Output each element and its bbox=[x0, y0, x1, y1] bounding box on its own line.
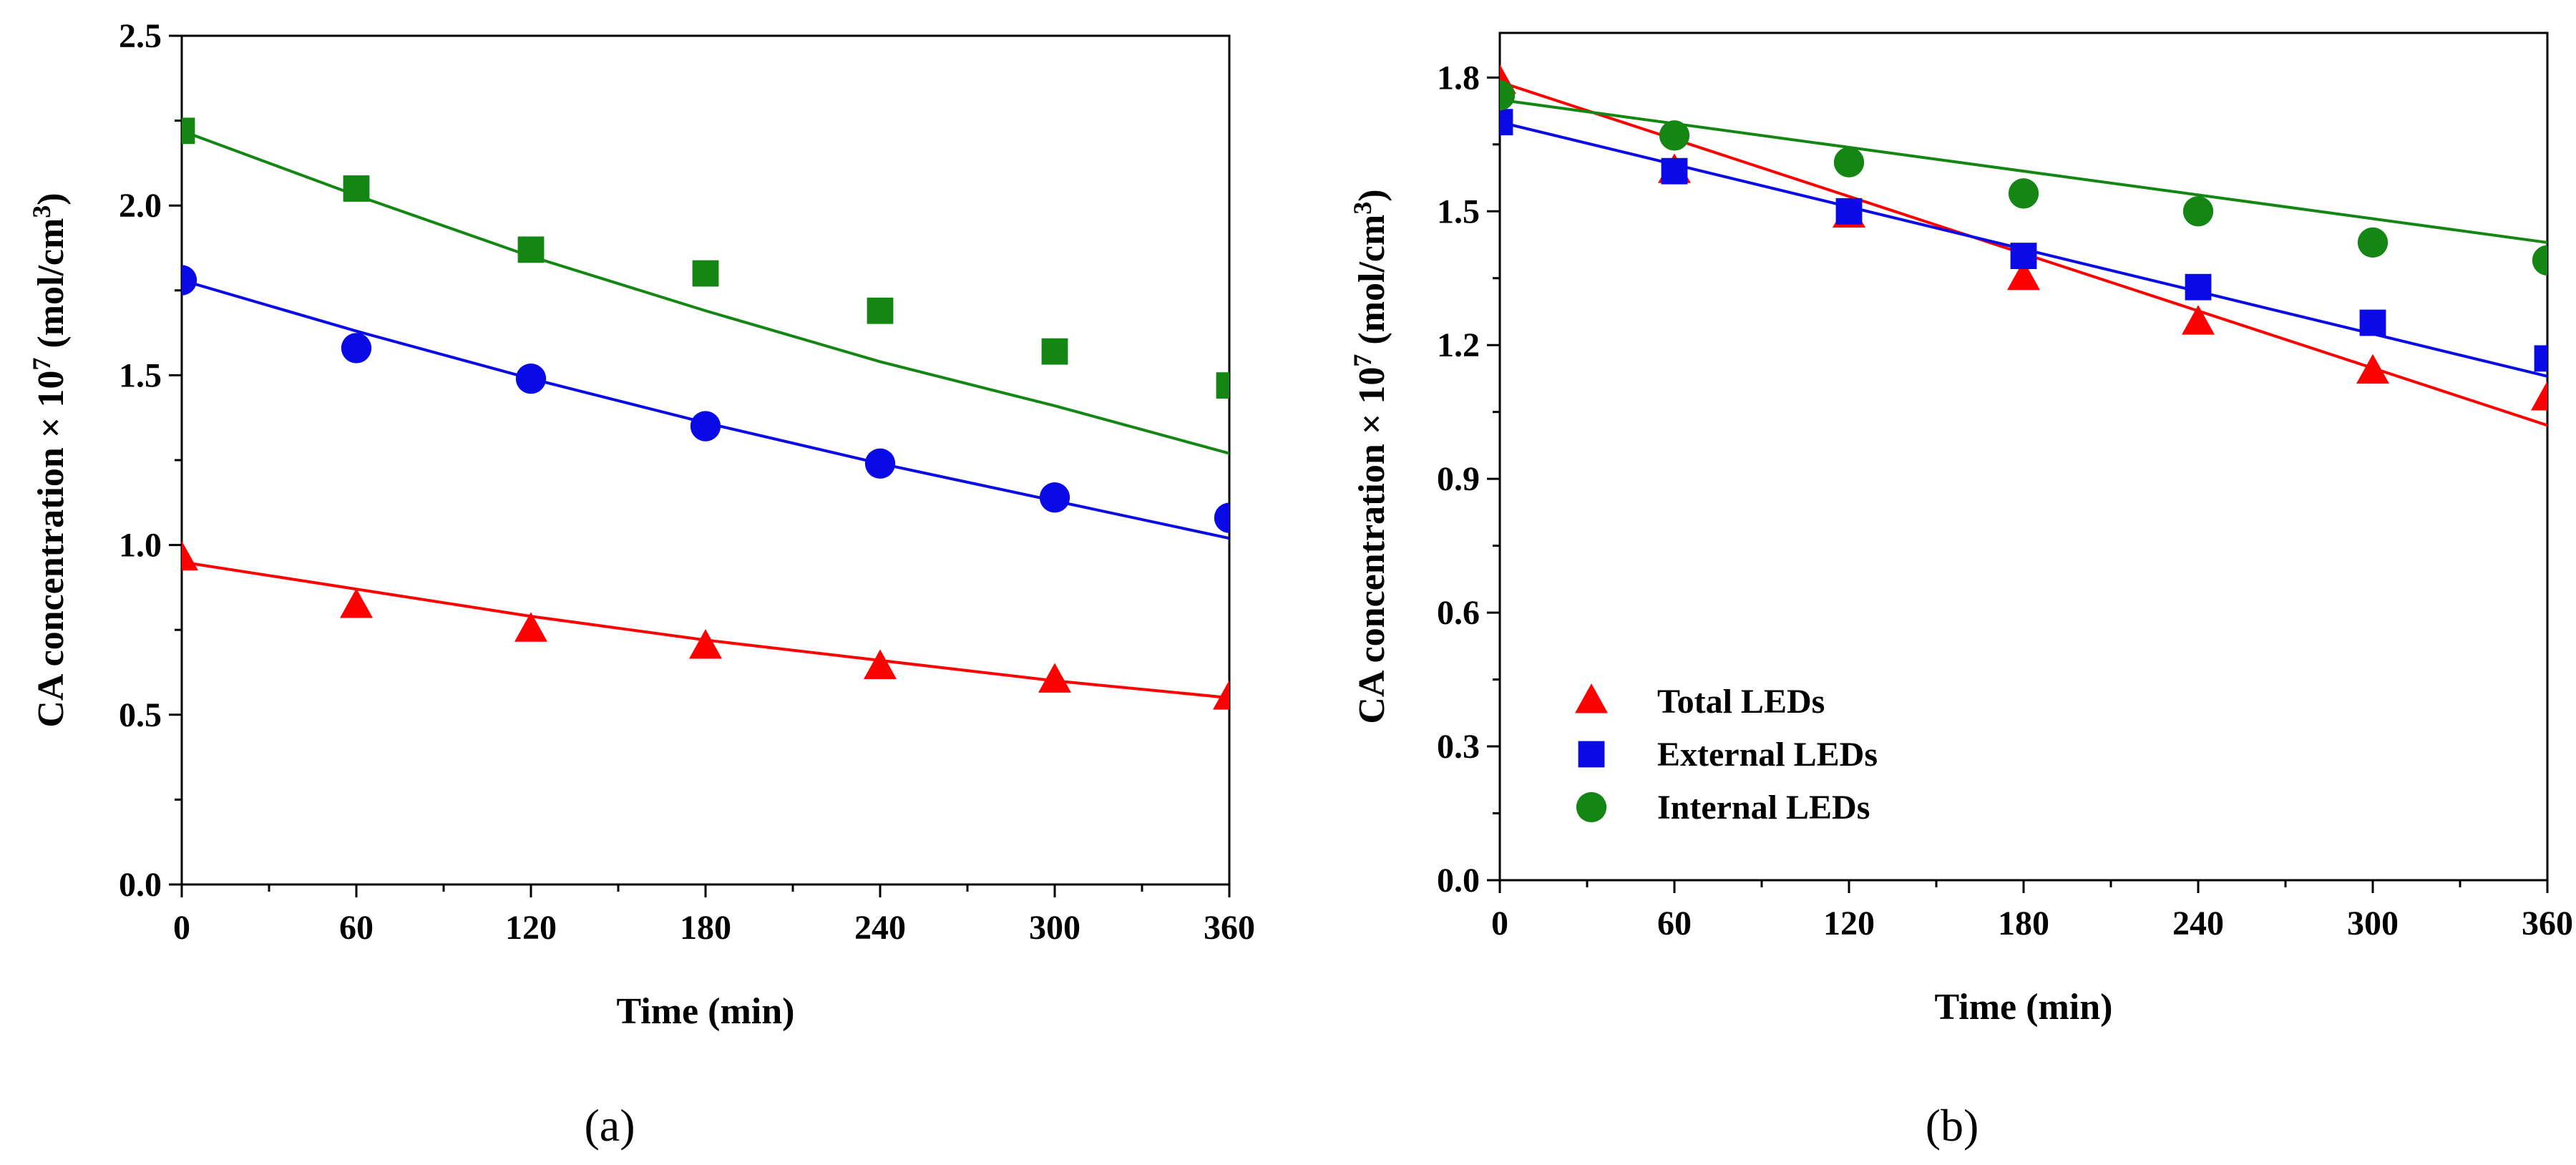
data-point-internal-leds bbox=[1500, 80, 1516, 111]
data-point-total-leds bbox=[864, 649, 897, 679]
y-tick-label: 0.6 bbox=[1437, 594, 1480, 632]
y-axis-title-part: ) bbox=[1352, 189, 1392, 201]
x-tick-label: 0 bbox=[173, 909, 190, 947]
data-point-internal-leds bbox=[517, 236, 545, 263]
data-point-internal-leds bbox=[2532, 245, 2547, 276]
data-point-total-leds bbox=[1038, 663, 1071, 693]
x-tick-label: 240 bbox=[2172, 905, 2224, 942]
y-tick-label: 1.5 bbox=[1437, 192, 1480, 230]
data-point-external-leds bbox=[2010, 243, 2037, 269]
data-point-total-leds bbox=[689, 629, 722, 659]
y-tick-label: 0.9 bbox=[1437, 460, 1480, 498]
data-point-external-leds bbox=[1835, 198, 1863, 225]
data-point-external-leds bbox=[864, 448, 896, 479]
x-tick-label: 360 bbox=[2522, 905, 2573, 942]
data-point-external-leds bbox=[1500, 109, 1513, 136]
y-axis-title-part: (mol/cm bbox=[31, 218, 72, 358]
plot-area bbox=[182, 117, 1229, 710]
y-tick-label: 0.5 bbox=[119, 696, 162, 734]
plot-area bbox=[1500, 64, 2547, 427]
data-point-external-leds bbox=[2359, 309, 2386, 336]
data-point-external-leds bbox=[1214, 502, 1229, 533]
data-point-external-leds bbox=[182, 265, 197, 296]
x-tick-label: 300 bbox=[2347, 905, 2399, 942]
x-tick-label: 180 bbox=[680, 909, 731, 947]
x-tick-label: 120 bbox=[1823, 905, 1875, 942]
data-point-internal-leds bbox=[1041, 338, 1068, 365]
y-tick-label: 2.0 bbox=[119, 187, 162, 225]
data-point-total-leds bbox=[2182, 305, 2215, 335]
data-point-total-leds bbox=[340, 588, 373, 618]
legend-marker bbox=[1576, 791, 1607, 823]
y-tick-label: 0.3 bbox=[1437, 728, 1480, 766]
x-tick-label: 240 bbox=[854, 909, 906, 947]
plot-frame bbox=[180, 34, 1231, 886]
y-axis-title-superscript: 3 bbox=[27, 205, 56, 218]
y-axis-title-superscript: 7 bbox=[27, 358, 56, 371]
data-point-internal-leds bbox=[2357, 227, 2389, 258]
x-tick-label: 300 bbox=[1029, 909, 1080, 947]
data-point-total-leds bbox=[2356, 354, 2389, 384]
y-tick-label: 0.0 bbox=[1437, 862, 1480, 900]
x-tick-label: 0 bbox=[1491, 905, 1508, 942]
data-point-total-leds bbox=[182, 540, 198, 571]
x-tick-label: 120 bbox=[505, 909, 557, 947]
legend-label: External LEDs bbox=[1657, 736, 1878, 774]
x-tick-label: 180 bbox=[1998, 905, 2049, 942]
y-tick-label: 1.8 bbox=[1437, 59, 1480, 97]
data-point-total-leds bbox=[514, 612, 547, 642]
panel-b: 0 60 120 180 240 300 360 0.0 0.3 0.6 0.9 1.2 1.5 1.8 T… bbox=[1348, 31, 2573, 1151]
y-axis-title-part: CA concentration × 10 bbox=[31, 371, 72, 728]
y-axis-title-superscript: 3 bbox=[1348, 202, 1377, 215]
panel-label: (a) bbox=[584, 1100, 635, 1151]
panel-a: 0 60 120 180 240 300 360 0.0 0.5 1.0 1.5 2.0 2.5 Time… bbox=[27, 17, 1255, 1151]
data-point-total-leds bbox=[2531, 381, 2547, 411]
data-point-external-leds bbox=[2534, 345, 2547, 372]
data-point-external-leds bbox=[1661, 157, 1688, 185]
data-point-internal-leds bbox=[1216, 372, 1229, 399]
y-axis-title-part: ) bbox=[31, 192, 72, 205]
data-point-external-leds bbox=[1039, 482, 1070, 513]
data-point-external-leds bbox=[341, 333, 372, 364]
data-point-external-leds bbox=[690, 411, 721, 442]
y-tick-label: 1.0 bbox=[119, 527, 162, 565]
data-point-internal-leds bbox=[2008, 178, 2039, 209]
x-axis-title: Time (min) bbox=[1935, 987, 2113, 1028]
panel-label: (b) bbox=[1926, 1100, 1979, 1151]
legend-marker bbox=[1578, 741, 1605, 768]
data-point-internal-leds bbox=[1833, 147, 1865, 177]
y-axis-title-part: CA concentration × 10 bbox=[1352, 367, 1392, 724]
y-tick-label: 2.5 bbox=[119, 17, 162, 55]
data-point-external-leds bbox=[2185, 273, 2212, 301]
data-point-total-leds bbox=[1213, 680, 1229, 710]
x-tick-label: 360 bbox=[1204, 909, 1255, 947]
legend-label: Total LEDs bbox=[1657, 683, 1825, 721]
fit-line-internal-leds bbox=[1500, 98, 2547, 244]
data-point-external-leds bbox=[515, 363, 547, 394]
y-tick-label: 0.0 bbox=[119, 866, 162, 904]
legend-label: Internal LEDs bbox=[1657, 789, 1870, 827]
x-tick-label: 60 bbox=[339, 909, 374, 947]
data-point-internal-leds bbox=[2182, 196, 2214, 227]
y-tick-label: 1.5 bbox=[119, 356, 162, 394]
y-tick-label: 1.2 bbox=[1437, 326, 1480, 364]
y-axis-title-superscript: 7 bbox=[1348, 354, 1377, 367]
y-axis-title-part: (mol/cm bbox=[1352, 215, 1392, 354]
fit-line-internal-leds bbox=[182, 129, 1229, 455]
x-axis-title: Time (min) bbox=[617, 991, 795, 1032]
data-point-total-leds bbox=[2007, 260, 2040, 291]
data-point-internal-leds bbox=[182, 117, 195, 145]
data-point-internal-leds bbox=[692, 260, 719, 287]
data-point-internal-leds bbox=[1659, 120, 1690, 151]
data-point-internal-leds bbox=[867, 297, 894, 324]
y-axis-title: CA concentration × 107 (mol/cm3) bbox=[1348, 189, 1392, 723]
x-tick-label: 60 bbox=[1657, 905, 1692, 942]
legend: Total LEDs External LEDs Internal LEDs bbox=[1575, 683, 1878, 827]
legend-marker bbox=[1575, 683, 1608, 713]
data-point-internal-leds bbox=[343, 175, 370, 202]
y-axis-title: CA concentration × 107 (mol/cm3) bbox=[27, 192, 72, 727]
